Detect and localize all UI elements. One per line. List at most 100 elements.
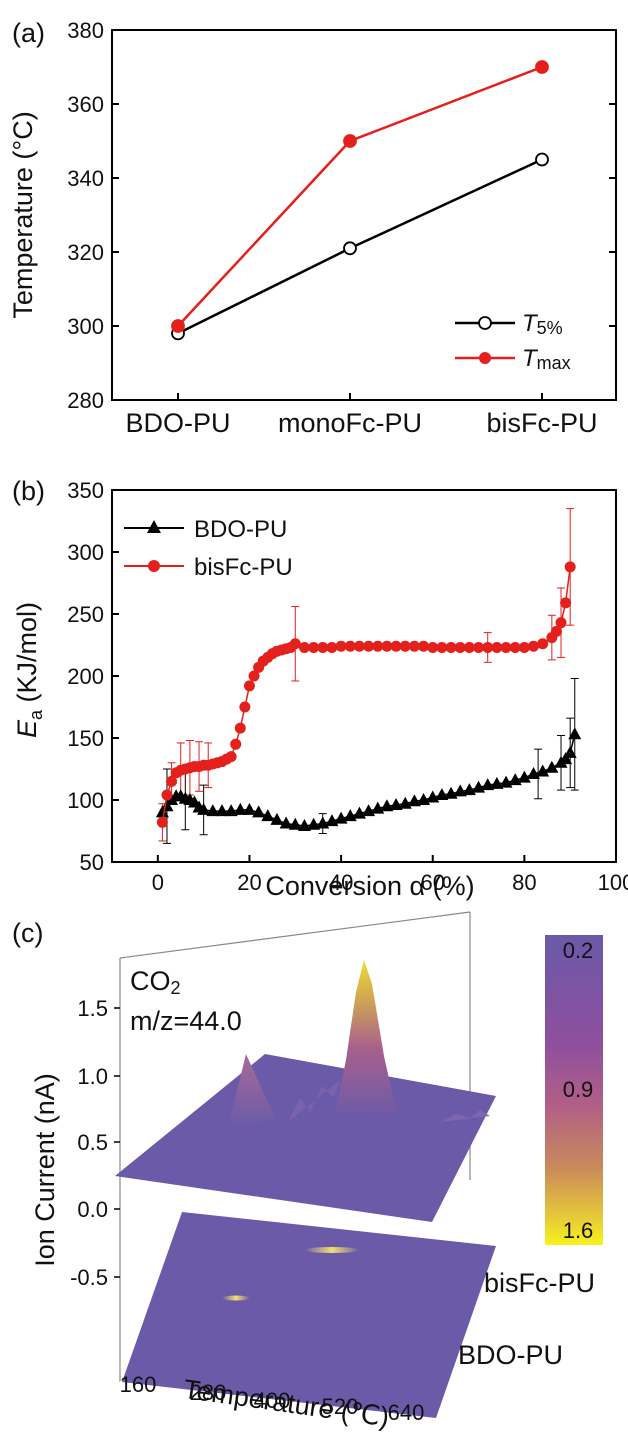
data-point-BDO-PU [563, 745, 577, 758]
data-point-bisFc-PU [482, 641, 494, 653]
data-point-BDO-PU [206, 804, 220, 817]
bisfc-pu-ripple [440, 1110, 490, 1122]
data-point-bisFc-PU [239, 701, 251, 713]
data-point-BDO-PU [252, 805, 266, 818]
legend-bdo-label: BDO-PU [194, 516, 287, 543]
data-point-bisFc-PU [473, 641, 485, 653]
data-point-BDO-PU [453, 784, 467, 797]
data-point-bisFc-PU [248, 670, 260, 682]
panel-b-frame [111, 489, 617, 863]
data-point-bisFc-PU [427, 641, 439, 653]
y-tick-label: 380 [67, 18, 104, 43]
data-point-BDO-PU [490, 776, 504, 789]
data-point-BDO-PU [517, 770, 531, 783]
data-point-BDO-PU [435, 788, 449, 801]
panel-c-y-label-bisfc: bisFc-PU [484, 1268, 595, 1298]
data-point-bisFc-PU [166, 775, 178, 787]
x-tick-label: 160 [120, 1372, 157, 1397]
panel-a-y-axis-label: Temperature (°C) [8, 111, 38, 318]
y-tick-label: 320 [67, 240, 104, 265]
data-point-bisFc-PU [445, 641, 457, 653]
data-point-bisFc-PU [408, 640, 420, 652]
data-point-BDO-PU [224, 804, 238, 817]
data-point-bisFc-PU [344, 640, 356, 652]
data-point-BDO-PU [545, 760, 559, 773]
data-point-bisFc-PU [234, 722, 246, 734]
data-point-bisFc-PU [537, 638, 549, 650]
data-point-bisFc-PU [335, 640, 347, 652]
y-tick-label: 300 [67, 540, 104, 565]
data-point-T5% [343, 241, 357, 256]
data-point-bisFc-PU [308, 641, 320, 653]
data-point-bisFc-PU [491, 641, 503, 653]
panel-a-axes: 280 300 320 340 360 380 BDO-PU monoFc-PU bisFc-P… [67, 18, 617, 438]
data-point-bisFc-PU [550, 625, 562, 637]
y-tick-label: 360 [67, 92, 104, 117]
data-point-BDO-PU [215, 804, 229, 817]
x-tick-label: bisFc-PU [486, 408, 597, 438]
series-line-Tmax [177, 65, 543, 327]
data-point-bisFc-PU [454, 641, 466, 653]
data-point-BDO-PU [380, 799, 394, 812]
data-point-BDO-PU [261, 809, 275, 822]
data-point-bisFc-PU [518, 641, 530, 653]
z-tick-label: 1.5 [77, 996, 108, 1021]
data-point-T5% [535, 152, 549, 167]
x-tick-label: BDO-PU [125, 408, 230, 438]
panel-c-y-label-bdo: BDO-PU [458, 1340, 563, 1370]
panel-a-tag: (a) [12, 18, 45, 48]
legend-bis-marker [148, 560, 160, 572]
x-tick-label: 60 [420, 870, 444, 895]
colorbar-tick-mid: 0.9 [563, 1077, 594, 1102]
data-point-Tmax [343, 134, 357, 148]
data-point-bisFc-PU [418, 640, 430, 652]
data-point-bisFc-PU [372, 640, 384, 652]
data-point-BDO-PU [559, 752, 573, 765]
z-tick-label: 0.5 [77, 1130, 108, 1155]
panel-b-axes: 50 100 150 200 250 300 350 0 20 40 60 80 100 [67, 478, 628, 895]
bisfc-pu-small-peak [228, 1054, 276, 1128]
y-tick-label: 100 [67, 788, 104, 813]
panel-c-x-ticks: 160 280 400 520 640 [120, 1372, 425, 1425]
x-tick-label: 0 [152, 870, 164, 895]
mz-annotation: m/z=44.0 [130, 1006, 242, 1036]
data-point-BDO-PU [160, 799, 174, 812]
data-point-BDO-PU [279, 816, 293, 829]
data-point-bisFc-PU [463, 641, 475, 653]
data-point-BDO-PU [242, 802, 256, 815]
data-point-bisFc-PU [436, 641, 448, 653]
data-point-Tmax [171, 319, 185, 333]
x-tick-label: 400 [254, 1388, 291, 1413]
data-point-BDO-PU [270, 812, 284, 825]
y-tick-label: 150 [67, 726, 104, 751]
panel-a-plot [171, 60, 549, 341]
y-tick-label: 300 [67, 314, 104, 339]
bisfc-pu-main-peak [334, 960, 398, 1120]
legend-tmax-marker [479, 352, 491, 364]
bisfc-pu-surface [115, 1054, 496, 1222]
z-tick-label: 0.0 [77, 1197, 108, 1222]
data-point-bisFc-PU [500, 641, 512, 653]
panel-b-legend: BDO-PU bisFc-PU [124, 516, 293, 581]
y-tick-label: 340 [67, 166, 104, 191]
data-point-bisFc-PU [381, 640, 393, 652]
data-point-bisFc-PU [564, 561, 576, 573]
panel-b-x-axis-label: Conversion α (%) [265, 871, 474, 901]
panel-b-y-axis-label: Ea (KJ/mol) [12, 602, 46, 738]
x-tick-label: 40 [329, 870, 353, 895]
legend-tmax-label: Tmax [522, 345, 571, 373]
x-tick-label: 520 [322, 1394, 359, 1419]
panel-a: (a) 280 300 320 340 360 380 BDO-PU monoFc-PU bis… [8, 18, 617, 438]
legend-t5-marker [478, 316, 492, 330]
y-tick-label: 50 [80, 850, 104, 875]
colorbar-tick-bottom: 1.6 [563, 1218, 594, 1243]
bisfc-pu-peak-streak [304, 1247, 360, 1253]
y-tick-label: 200 [67, 664, 104, 689]
data-point-BDO-PU [288, 817, 302, 830]
data-point-BDO-PU [389, 797, 403, 810]
data-point-BDO-PU [481, 778, 495, 791]
data-point-bisFc-PU [156, 816, 168, 828]
data-point-bisFc-PU [353, 640, 365, 652]
bisfc-pu-shoulder [288, 1080, 340, 1122]
